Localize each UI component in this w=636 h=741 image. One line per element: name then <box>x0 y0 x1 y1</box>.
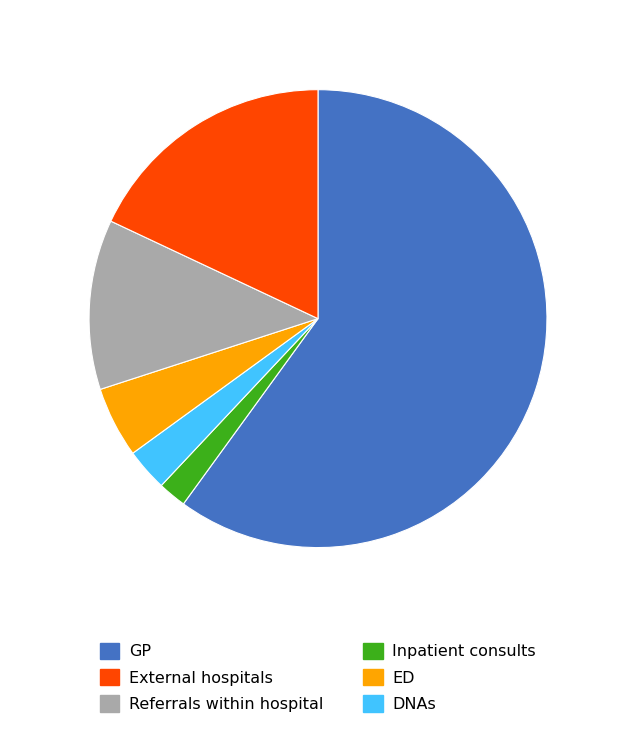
Wedge shape <box>100 319 318 453</box>
Wedge shape <box>183 90 547 548</box>
Legend: GP, External hospitals, Referrals within hospital, Inpatient consults, ED, DNAs: GP, External hospitals, Referrals within… <box>94 637 542 718</box>
Wedge shape <box>162 319 318 504</box>
Wedge shape <box>133 319 318 485</box>
Wedge shape <box>89 221 318 389</box>
Wedge shape <box>111 90 318 319</box>
